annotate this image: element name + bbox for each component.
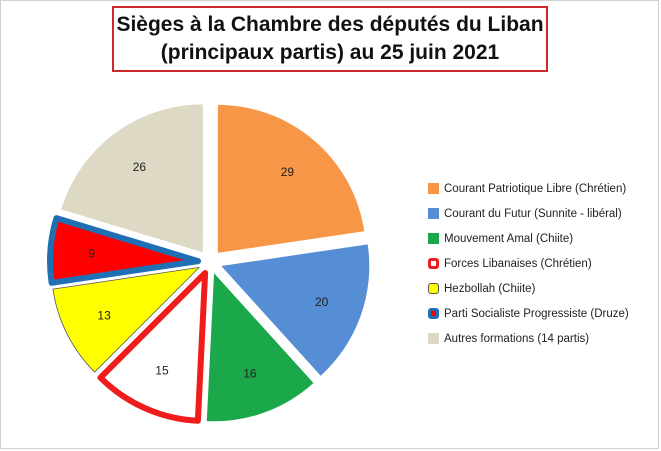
legend-swatch [428,233,439,244]
legend-swatch [428,183,439,194]
legend-label: Hezbollah (Chiite) [444,282,536,295]
pie-data-label-2: 16 [243,367,257,381]
pie-data-label-3: 15 [155,363,169,377]
legend-item-5: Parti Socialiste Progressiste (Druze) [428,301,658,326]
pie-data-label-0: 29 [281,165,295,179]
legend-item-0: Courant Patriotique Libre (Chrétien) [428,176,658,201]
legend-item-2: Mouvement Amal (Chiite) [428,226,658,251]
pie-slice-2 [206,273,314,422]
pie-data-label-6: 26 [133,160,147,174]
pie-slice-5 [47,215,202,286]
pie-slice-4 [52,266,200,373]
pie-slice-3 [97,269,209,424]
legend-swatch [428,258,439,269]
pie-slice-1 [221,244,370,376]
chart-title: Sièges à la Chambre des députés du Liban… [112,6,548,72]
pie-data-label-1: 20 [315,295,329,309]
pie-data-label-4: 13 [97,308,111,322]
pie-slice-6 [61,104,203,253]
legend-label: Courant Patriotique Libre (Chrétien) [444,182,627,195]
legend-item-1: Courant du Futur (Sunnite - libéral) [428,201,658,226]
legend-swatch [428,283,439,294]
legend: Courant Patriotique Libre (Chrétien) Cour… [428,176,658,351]
legend-label: Courant du Futur (Sunnite - libéral) [444,207,622,220]
legend-label: Autres formations (14 partis) [444,332,590,345]
legend-item-3: Forces Libanaises (Chrétien) [428,251,658,276]
legend-swatch [428,333,439,344]
chart-title-line1: Sièges à la Chambre des députés du Liban [116,13,544,36]
pie-slice-0 [217,104,365,253]
legend-label: Parti Socialiste Progressiste (Druze) [444,307,629,320]
chart-title-line2: (principaux partis) au 25 juin 2021 [160,41,500,64]
legend-label: Forces Libanaises (Chrétien) [444,257,592,270]
legend-label: Mouvement Amal (Chiite) [444,232,574,245]
legend-item-6: Autres formations (14 partis) [428,326,658,351]
legend-item-4: Hezbollah (Chiite) [428,276,658,301]
legend-swatch [428,308,439,319]
legend-swatch [428,208,439,219]
pie-data-label-5: 9 [88,246,95,260]
